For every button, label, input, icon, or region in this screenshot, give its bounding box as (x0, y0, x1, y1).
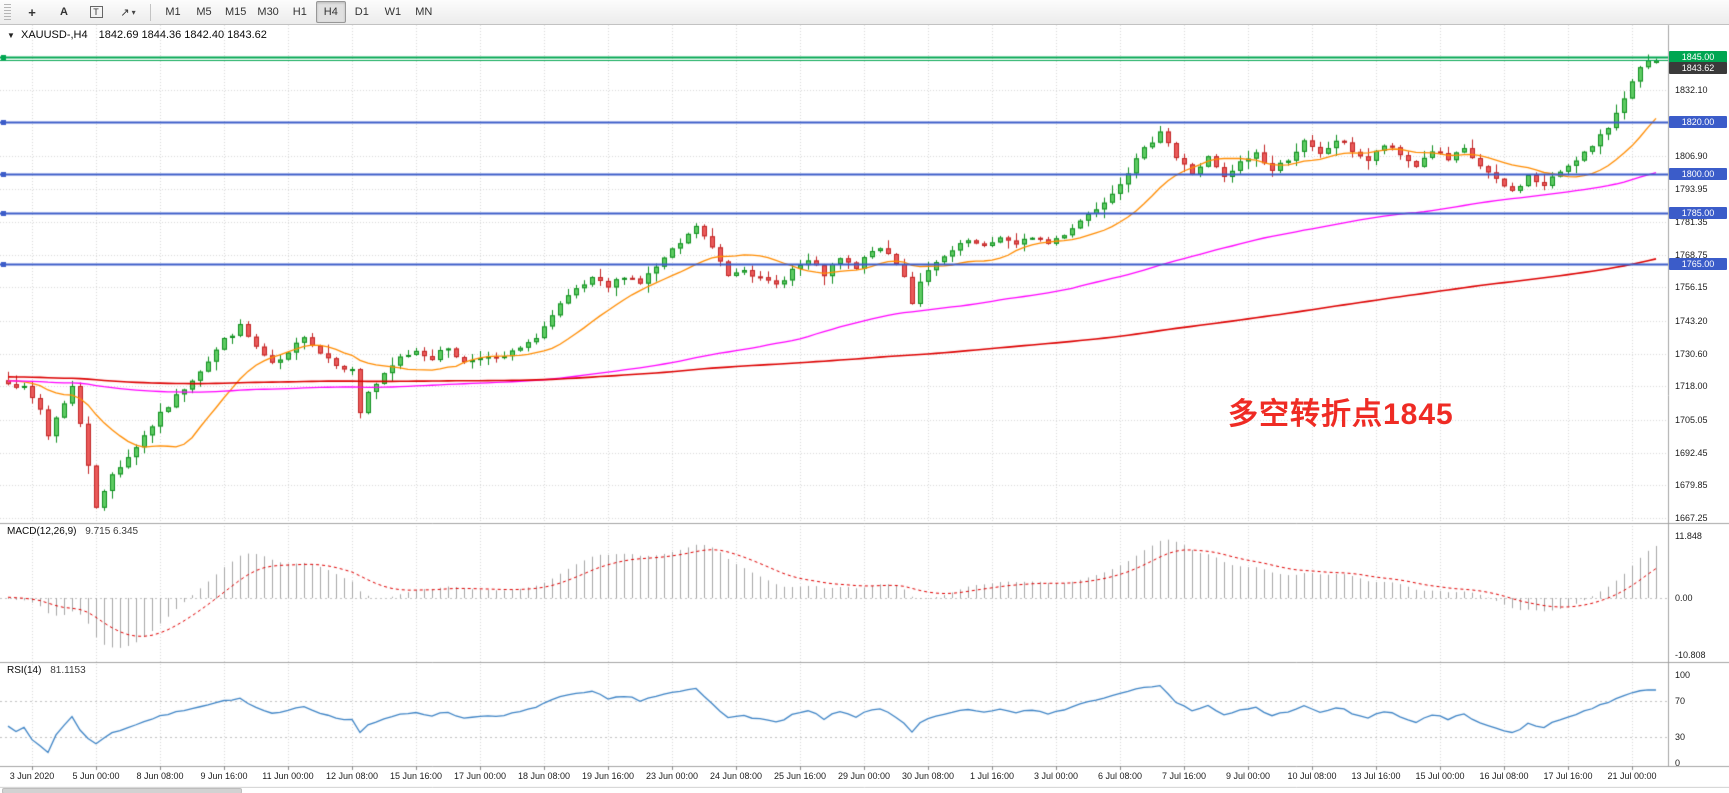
chart-text-annotation[interactable]: 多空转折点1845 (1228, 398, 1454, 431)
ohlc-values: 1842.69 1844.36 1842.40 1843.62 (98, 29, 267, 41)
time-axis-label: 25 Jun 16:00 (773, 771, 827, 781)
chevron-down-icon: ▾ (131, 7, 136, 17)
timeframe-button-m30[interactable]: M30 (257, 6, 279, 18)
axis-label: 0 (1675, 758, 1681, 768)
time-axis-label: 1 Jul 16:00 (969, 771, 1015, 781)
time-axis-label: 7 Jul 16:00 (1161, 771, 1207, 781)
axis-label: 1679.85 (1675, 480, 1708, 491)
macd-name: MACD(12,26,9) (7, 526, 77, 537)
axis-label: 30 (1675, 731, 1686, 742)
timeframe-button-h4[interactable]: H4 (315, 1, 346, 23)
time-axis-label: 24 Jun 08:00 (709, 771, 763, 781)
label-tool-icon: T (89, 6, 103, 18)
arrows-tool-dropdown[interactable]: ↗ ▾ (113, 1, 143, 23)
axis-label: 1793.95 (1675, 184, 1708, 195)
rsi-name: RSI(14) (7, 665, 42, 676)
price-tag: 1845.00 (1669, 50, 1727, 63)
timeframe-button-m1[interactable]: M1 (165, 6, 181, 18)
time-axis-label: 10 Jul 08:00 (1287, 771, 1337, 781)
h-scrollbar-thumb[interactable] (2, 788, 242, 793)
time-axis-label: 3 Jul 00:00 (1033, 771, 1079, 781)
chart-header: ▼ XAUUSD-,H4 1842.69 1844.36 1842.40 184… (7, 29, 267, 41)
axis-label: 1743.20 (1675, 315, 1708, 326)
crosshair-tool-button[interactable]: + (17, 1, 47, 23)
time-axis-label: 9 Jul 00:00 (1225, 771, 1271, 781)
macd-values: 9.715 6.345 (85, 526, 139, 537)
time-axis-label: 9 Jun 16:00 (200, 771, 248, 781)
time-axis-label: 11 Jun 00:00 (262, 771, 314, 781)
time-axis-label: 29 Jun 00:00 (837, 771, 891, 781)
price-axis[interactable]: 1832.10 1806.90 1793.95 1781.35 1768.75 1756.… (1668, 0, 1729, 793)
timeframe-button-m5[interactable]: M5 (196, 6, 212, 18)
time-axis-label: 17 Jul 16:00 (1543, 771, 1593, 781)
timeframe-button-w1[interactable]: W1 (384, 6, 402, 18)
axis-label: 1756.15 (1675, 282, 1708, 293)
price-tag: 1843.62 (1669, 62, 1727, 75)
time-axis-label: 13 Jul 16:00 (1351, 771, 1401, 781)
time-axis-label: 8 Jun 08:00 (136, 771, 184, 781)
toolbar-separator (150, 3, 151, 21)
axis-label: 1692.45 (1675, 447, 1708, 458)
time-axis-label: 16 Jul 08:00 (1479, 771, 1529, 781)
axis-label: 1832.10 (1675, 85, 1708, 96)
axis-label: 11.848 (1675, 530, 1702, 541)
time-axis-label: 18 Jun 08:00 (517, 771, 571, 781)
rsi-indicator-label: RSI(14) 81.1153 (7, 665, 86, 676)
price-tag: 1765.00 (1669, 258, 1727, 271)
text-tool-icon: A (60, 6, 68, 18)
price-tag: 1785.00 (1669, 206, 1727, 219)
crosshair-icon: + (28, 4, 36, 20)
axis-label: 0.00 (1675, 593, 1693, 603)
time-axis-label: 23 Jun 00:00 (645, 771, 699, 781)
price-tag: 1820.00 (1669, 115, 1727, 128)
axis-label: 1806.90 (1675, 150, 1708, 161)
time-axis-label: 5 Jun 00:00 (72, 771, 120, 781)
text-tool-button[interactable]: A (49, 1, 79, 23)
timeframe-button-d1[interactable]: D1 (354, 6, 369, 18)
axis-label: 1730.60 (1675, 348, 1708, 359)
axis-label: -10.808 (1675, 649, 1706, 660)
time-axis-label: 30 Jun 08:00 (901, 771, 955, 781)
time-axis-label: 19 Jun 16:00 (581, 771, 635, 781)
price-tag: 1800.00 (1669, 167, 1727, 180)
timeframe-button-mn[interactable]: MN (415, 6, 433, 18)
time-axis-label: 15 Jul 00:00 (1415, 771, 1465, 781)
label-tool-button[interactable]: T (81, 1, 111, 23)
time-axis-label: 12 Jun 08:00 (325, 771, 379, 781)
time-axis-label: 21 Jul 00:00 (1607, 771, 1657, 781)
timeframe-button-m15[interactable]: M15 (225, 6, 247, 18)
time-axis-label: 6 Jul 08:00 (1097, 771, 1143, 781)
axis-label: 1781.35 (1675, 216, 1708, 227)
toolbar-grip[interactable] (4, 4, 11, 20)
time-axis-label: 15 Jun 16:00 (389, 771, 443, 781)
axis-label: 70 (1675, 696, 1686, 707)
rsi-value: 81.1153 (50, 665, 86, 676)
time-axis-label: 17 Jun 00:00 (453, 771, 507, 781)
timeframe-button-h1[interactable]: H1 (292, 6, 307, 18)
axis-label: 100 (1675, 670, 1691, 680)
collapse-arrow-icon: ▼ (7, 31, 15, 40)
axis-label: 1667.25 (1675, 512, 1708, 523)
axis-label: 1705.05 (1675, 414, 1708, 425)
arrow-tool-icon: ↗ (120, 6, 130, 19)
macd-indicator-label: MACD(12,26,9) 9.715 6.345 (7, 526, 138, 537)
bottom-strip (0, 788, 1729, 793)
time-axis[interactable]: 3 Jun 2020 5 Jun 00:00 8 Jun 08:00 9 Jun 16… (0, 766, 1729, 788)
toolbar: + A T ↗ ▾ M1 M5 M15 M30 H1 H4 D1 W1 MN (0, 0, 1729, 25)
timeframe-button-group: M1 M5 M15 M30 H1 H4 D1 W1 MN (158, 1, 439, 23)
time-axis-label: 3 Jun 2020 (9, 771, 55, 781)
axis-label: 1768.75 (1675, 249, 1708, 260)
symbol-period-label: XAUUSD-,H4 (20, 29, 88, 41)
axis-label: 1718.00 (1675, 381, 1708, 392)
